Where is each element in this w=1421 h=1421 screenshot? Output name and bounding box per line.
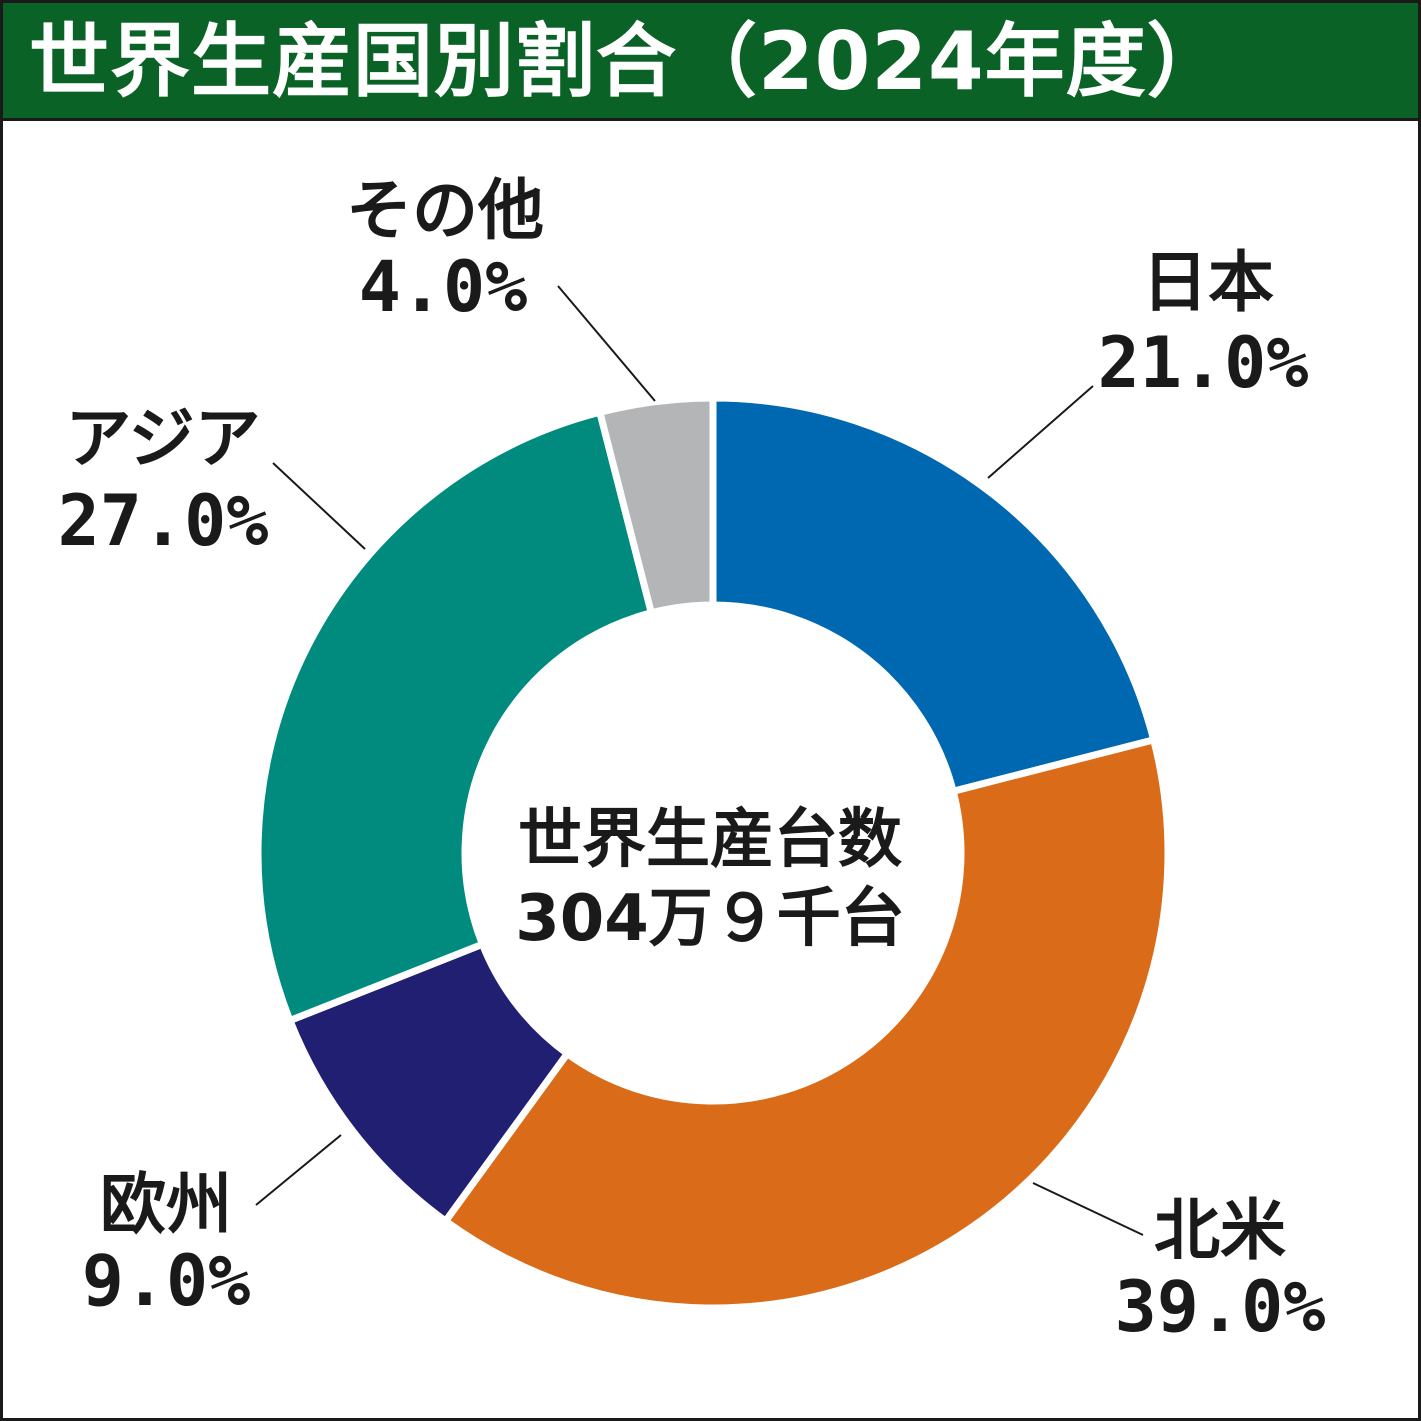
slice-label-name-5: その他 bbox=[346, 172, 544, 249]
leader-lines-layer bbox=[255, 285, 1144, 1236]
center-label: 世界生産台数 304万９千台 bbox=[515, 803, 905, 956]
slice-label-name-4: アジア bbox=[65, 400, 260, 477]
center-label-title: 世界生産台数 bbox=[518, 803, 902, 877]
slice-label-value-5: 4.0% bbox=[359, 246, 528, 328]
leader-line-2 bbox=[1032, 1182, 1144, 1236]
slice-label-value-4: 27.0% bbox=[58, 480, 269, 562]
chart-title: 世界生産国別割合（2024年度） bbox=[29, 15, 1228, 108]
leader-line-4 bbox=[272, 462, 366, 550]
slice-label-value-3: 9.0% bbox=[82, 1240, 251, 1322]
donut-slice-1 bbox=[709, 394, 1158, 796]
donut-slice-5 bbox=[595, 394, 717, 618]
center-label-total: 304万９千台 bbox=[515, 882, 905, 956]
donut-slice-4 bbox=[254, 408, 656, 1026]
slice-label-value-2: 39.0% bbox=[1115, 1266, 1326, 1348]
donut-slice-2 bbox=[440, 735, 1172, 1312]
slice-label-name-2: 北米 bbox=[1154, 1192, 1286, 1269]
slices-layer bbox=[254, 394, 1172, 1312]
leader-line-1 bbox=[987, 385, 1094, 479]
leader-line-5 bbox=[557, 285, 656, 402]
leader-line-3 bbox=[255, 1134, 342, 1206]
title-bar: 世界生産国別割合（2024年度） bbox=[3, 3, 1418, 121]
slice-label-name-3: 欧州 bbox=[100, 1166, 232, 1243]
slice-label-name-1: 日本 bbox=[1142, 244, 1274, 321]
slice-label-value-1: 21.0% bbox=[1098, 322, 1309, 404]
